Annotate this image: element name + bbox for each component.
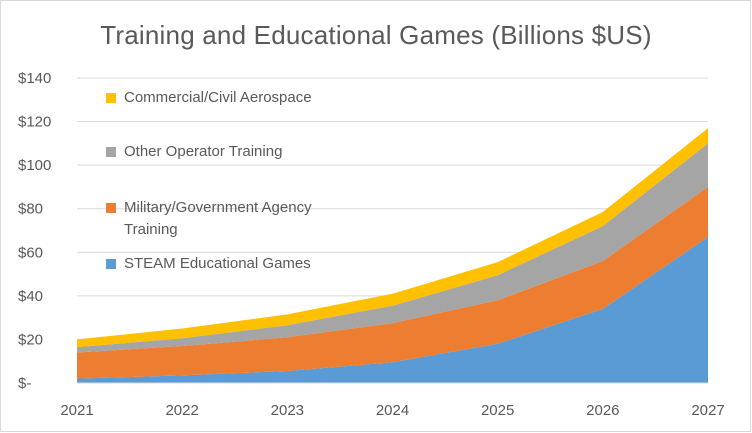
legend-label: STEAM Educational Games [124, 255, 311, 272]
legend-label: Other Operator Training [124, 143, 283, 160]
y-tick-label: $100 [18, 157, 51, 174]
x-tick-label: 2022 [165, 402, 198, 419]
area-military-government-agency-training[interactable] [77, 186, 708, 379]
legend-swatch [106, 93, 116, 103]
y-tick-label: $20 [18, 331, 43, 348]
area-commercial-civil-aerospace[interactable] [77, 128, 708, 348]
x-tick-label: 2021 [60, 402, 93, 419]
y-tick-label: $140 [18, 70, 51, 87]
y-tick-label: $60 [18, 244, 43, 261]
x-tick-label: 2023 [271, 402, 304, 419]
x-tick-label: 2025 [481, 402, 514, 419]
x-axis-ticks: 2021 2022 2023 2024 2025 2026 2027 [60, 402, 724, 419]
chart-title: Training and Educational Games (Billions… [100, 20, 652, 50]
x-tick-label: 2024 [376, 402, 409, 419]
legend-swatch [106, 203, 116, 213]
area-steam-educational-games[interactable] [77, 237, 708, 383]
y-tick-label: $120 [18, 114, 51, 131]
legend-label: Military/Government Agency Training [124, 199, 312, 238]
area-series [77, 128, 708, 384]
y-axis-ticks: $- $20 $40 $60 $80 $100 $120 $140 [18, 70, 51, 392]
legend-swatch [106, 147, 116, 157]
y-tick-label: $80 [18, 201, 43, 218]
y-tick-label: $- [18, 375, 31, 392]
legend-swatch [106, 259, 116, 269]
x-tick-label: 2026 [586, 402, 619, 419]
area-other-operator-training[interactable] [77, 143, 708, 353]
y-tick-label: $40 [18, 288, 43, 305]
x-tick-label: 2027 [691, 402, 724, 419]
legend-label: Commercial/Civil Aerospace [124, 89, 312, 106]
